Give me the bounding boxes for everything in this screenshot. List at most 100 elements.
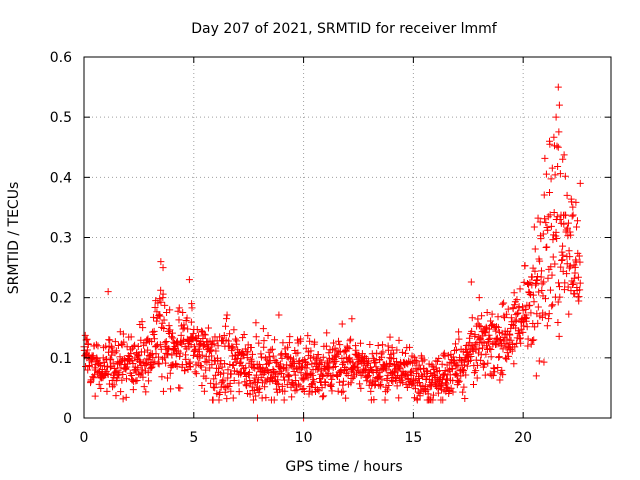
data-point [506, 331, 514, 339]
data-point [200, 330, 208, 338]
data-point [541, 311, 549, 319]
data-point [559, 155, 567, 163]
data-point [554, 163, 562, 171]
data-point [302, 344, 310, 352]
data-point [469, 380, 477, 388]
data-point [560, 220, 568, 228]
data-point [113, 347, 121, 355]
data-point [246, 390, 254, 398]
data-point [210, 375, 218, 383]
data-point [555, 283, 563, 291]
data-point [420, 356, 428, 364]
data-point [199, 342, 207, 350]
data-point [261, 383, 269, 391]
data-point [524, 342, 532, 350]
data-point [339, 377, 347, 385]
data-point [174, 307, 182, 315]
data-point [535, 288, 543, 296]
data-point [249, 350, 257, 358]
data-point [566, 253, 574, 261]
data-point [183, 314, 191, 322]
data-point [535, 357, 543, 365]
data-point [307, 354, 315, 362]
data-point [534, 303, 542, 311]
data-point [267, 346, 275, 354]
data-point [220, 369, 228, 377]
data-point [105, 348, 113, 356]
data-point [162, 359, 170, 367]
data-point [529, 264, 537, 272]
data-point [226, 330, 234, 338]
chart-title: Day 207 of 2021, SRMTID for receiver lmm… [191, 21, 498, 37]
data-point [364, 372, 372, 380]
data-point [273, 358, 281, 366]
data-point [197, 363, 205, 371]
data-point [123, 363, 131, 371]
data-point [532, 372, 540, 380]
data-point [511, 318, 519, 326]
data-point [285, 372, 293, 380]
data-point [347, 379, 355, 387]
data-point [217, 370, 225, 378]
data-point [145, 377, 153, 385]
data-point [475, 322, 483, 330]
data-point [147, 364, 155, 372]
x-tick-label: 20 [514, 430, 532, 446]
data-point [374, 341, 382, 349]
data-point [439, 396, 447, 404]
data-point [468, 327, 476, 335]
data-point [491, 368, 499, 376]
data-point [149, 354, 157, 362]
data-point [138, 366, 146, 374]
data-point [296, 359, 304, 367]
data-point [338, 388, 346, 396]
data-point [156, 341, 164, 349]
data-point [216, 333, 224, 341]
data-point [281, 387, 289, 395]
data-point [338, 320, 346, 328]
data-point [569, 279, 577, 287]
data-point [161, 301, 169, 309]
data-point [310, 378, 318, 386]
data-point [555, 101, 563, 109]
data-point [133, 377, 141, 385]
data-point [507, 314, 515, 322]
data-point [279, 339, 287, 347]
data-point [375, 382, 383, 390]
data-point [563, 270, 571, 278]
data-point [163, 374, 171, 382]
data-point [482, 350, 490, 358]
data-point [548, 164, 556, 172]
data-point [536, 218, 544, 226]
data-point [142, 388, 150, 396]
data-point [568, 198, 576, 206]
data-point [328, 375, 336, 383]
data-point [542, 219, 550, 227]
x-tick-label: 15 [404, 430, 422, 446]
data-point [567, 231, 575, 239]
data-point [576, 258, 584, 266]
data-point [150, 327, 158, 335]
data-point [255, 388, 263, 396]
data-point [462, 371, 470, 379]
data-point [313, 354, 321, 362]
data-point [253, 371, 261, 379]
data-point [552, 113, 560, 121]
data-point [573, 223, 581, 231]
data-point [323, 371, 331, 379]
data-point [202, 374, 210, 382]
data-point [526, 301, 534, 309]
data-point [262, 394, 270, 402]
data-point [156, 312, 164, 320]
data-point [230, 326, 238, 334]
data-point [393, 358, 401, 366]
data-point [230, 376, 238, 384]
data-point [340, 359, 348, 367]
data-point [405, 357, 413, 365]
data-point [455, 377, 463, 385]
data-point [556, 170, 564, 178]
data-point [403, 370, 411, 378]
data-point [576, 179, 584, 187]
data-point [243, 354, 251, 362]
data-point [127, 333, 135, 341]
